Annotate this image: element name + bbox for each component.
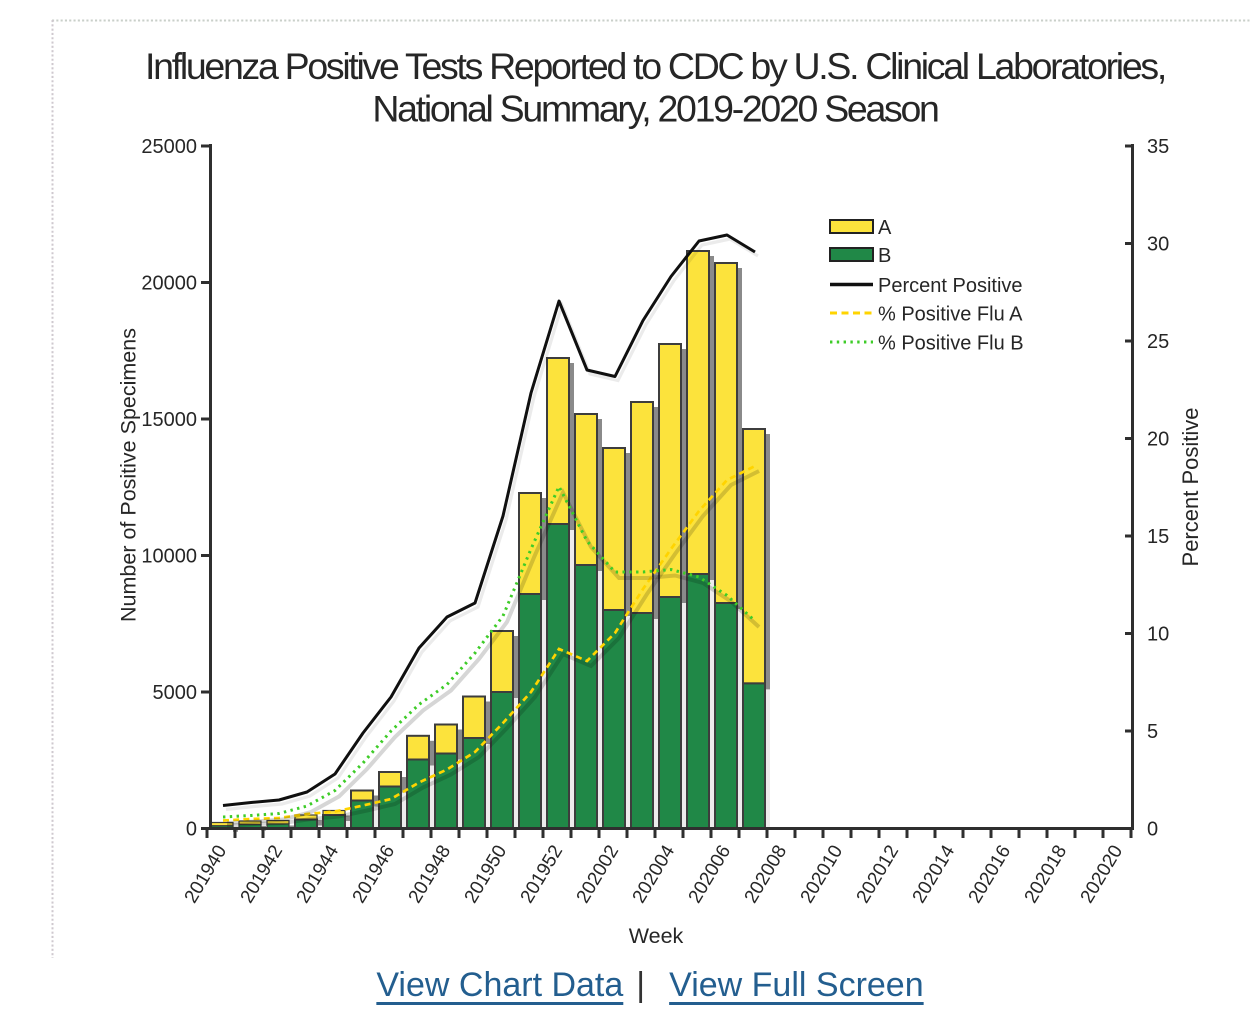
svg-text:202010: 202010 bbox=[797, 842, 848, 907]
svg-text:20000: 20000 bbox=[141, 273, 197, 295]
svg-text:0: 0 bbox=[1147, 819, 1158, 841]
svg-text:201952: 201952 bbox=[517, 842, 568, 907]
svg-text:Week: Week bbox=[629, 924, 684, 948]
svg-text:5: 5 bbox=[1147, 721, 1158, 743]
svg-text:A: A bbox=[878, 217, 892, 239]
svg-text:20: 20 bbox=[1147, 429, 1169, 451]
svg-text:Influenza Positive Tests Repor: Influenza Positive Tests Reported to CDC… bbox=[145, 45, 1165, 87]
svg-text:Percent Positive: Percent Positive bbox=[1178, 408, 1203, 567]
svg-text:202012: 202012 bbox=[853, 842, 904, 907]
svg-text:201940: 201940 bbox=[181, 842, 232, 907]
svg-text:25000: 25000 bbox=[141, 136, 197, 158]
svg-text:15: 15 bbox=[1147, 526, 1169, 548]
svg-text:201950: 201950 bbox=[461, 842, 512, 907]
svg-text:Percent Positive: Percent Positive bbox=[878, 275, 1023, 297]
svg-text:30: 30 bbox=[1147, 234, 1169, 256]
svg-text:10000: 10000 bbox=[141, 546, 197, 568]
svg-text:201944: 201944 bbox=[293, 841, 344, 907]
svg-text:202020: 202020 bbox=[1077, 842, 1128, 907]
svg-text:202016: 202016 bbox=[965, 842, 1016, 907]
svg-text:202008: 202008 bbox=[741, 842, 792, 907]
svg-text:Number of Positive Specimens: Number of Positive Specimens bbox=[117, 328, 141, 622]
svg-text:35: 35 bbox=[1147, 136, 1169, 158]
svg-text:10: 10 bbox=[1147, 624, 1169, 646]
svg-text:0: 0 bbox=[186, 819, 197, 841]
svg-text:202014: 202014 bbox=[909, 841, 960, 907]
svg-text:202018: 202018 bbox=[1021, 842, 1072, 907]
svg-text:% Positive Flu A: % Positive Flu A bbox=[878, 304, 1023, 326]
svg-text:B: B bbox=[878, 245, 891, 267]
svg-text:201948: 201948 bbox=[405, 842, 456, 907]
svg-text:15000: 15000 bbox=[141, 409, 197, 431]
svg-text:202002: 202002 bbox=[573, 842, 624, 907]
svg-text:202006: 202006 bbox=[685, 842, 736, 907]
svg-text:5000: 5000 bbox=[153, 682, 198, 704]
svg-text:National Summary, 2019-2020 Se: National Summary, 2019-2020 Season bbox=[372, 88, 938, 130]
svg-text:201942: 201942 bbox=[237, 842, 288, 907]
svg-text:25: 25 bbox=[1147, 331, 1169, 353]
svg-text:202004: 202004 bbox=[629, 841, 680, 907]
svg-text:% Positive Flu B: % Positive Flu B bbox=[878, 333, 1024, 355]
svg-text:201946: 201946 bbox=[349, 842, 400, 907]
